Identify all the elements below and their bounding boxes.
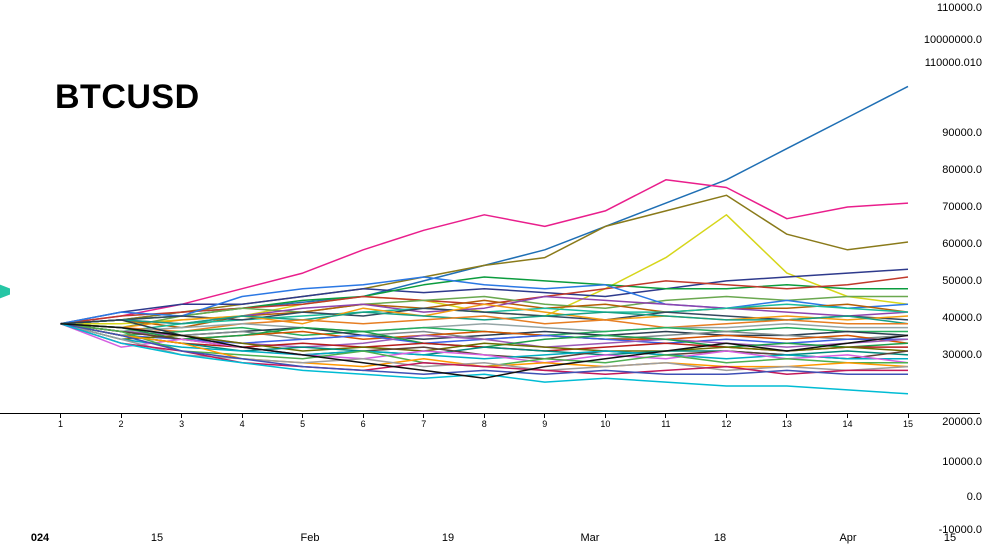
series-line	[61, 324, 909, 359]
upper-x-axis-label: 1	[58, 419, 63, 429]
upper-x-axis-label: 12	[721, 419, 731, 429]
lower-x-axis-label: Feb	[301, 532, 320, 544]
lower-x-axis-label: 024	[31, 532, 49, 544]
y-axis-label: 60000.0	[942, 238, 982, 250]
chart-plot	[0, 0, 984, 554]
upper-x-axis-label: 6	[361, 419, 366, 429]
upper-x-axis-label: 10	[600, 419, 610, 429]
chart-container: BTCUSD 110000.010000000.0110000.01090000…	[0, 0, 984, 554]
upper-x-axis-label: 3	[179, 419, 184, 429]
lower-x-axis-label: Mar	[581, 532, 600, 544]
x-axis-line	[0, 413, 980, 414]
y-axis-label: 10000.0	[942, 456, 982, 468]
series-line	[61, 324, 909, 336]
y-axis-label: 40000.0	[942, 312, 982, 324]
upper-x-axis-label: 14	[842, 419, 852, 429]
upper-x-axis-label: 13	[782, 419, 792, 429]
upper-x-axis-label: 5	[300, 419, 305, 429]
start-marker	[0, 283, 10, 300]
series-line	[61, 180, 909, 324]
upper-x-axis-label: 4	[240, 419, 245, 429]
series-line	[61, 324, 909, 359]
y-axis-label: 90000.0	[942, 127, 982, 139]
upper-x-axis-label: 2	[119, 419, 124, 429]
lower-x-axis-label: 15	[944, 532, 956, 544]
y-axis-label: 20000.0	[942, 416, 982, 428]
upper-x-axis-label: 15	[903, 419, 913, 429]
upper-x-axis-label: 11	[661, 419, 670, 429]
upper-x-axis-label: 9	[542, 419, 547, 429]
y-axis-label: 80000.0	[942, 164, 982, 176]
y-axis-label: 50000.0	[942, 275, 982, 287]
upper-x-axis-label: 7	[421, 419, 426, 429]
lower-x-axis-label: 15	[151, 532, 163, 544]
upper-x-axis-label: 8	[482, 419, 487, 429]
y-axis-label: 0.0	[967, 491, 982, 503]
y-axis-label: 30000.0	[942, 349, 982, 361]
y-axis-label: 110000.0	[937, 2, 982, 14]
y-axis-label: 70000.0	[942, 201, 982, 213]
lower-x-axis-label: 18	[714, 532, 726, 544]
lower-x-axis-label: 19	[442, 532, 454, 544]
lower-x-axis-label: Apr	[839, 532, 856, 544]
y-axis-label: 10000000.0	[924, 34, 982, 46]
y-axis-label: 110000.010	[925, 57, 982, 69]
